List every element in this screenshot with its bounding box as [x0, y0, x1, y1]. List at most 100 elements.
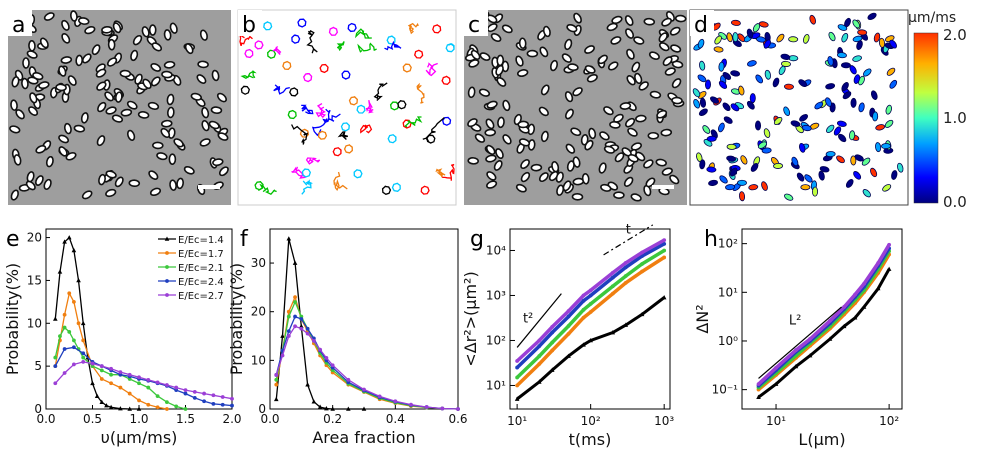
particle [485, 154, 497, 163]
particle [833, 126, 842, 136]
data-point [566, 309, 571, 313]
data-point [108, 404, 114, 410]
data-point [192, 389, 197, 394]
colorbar-tick: 1.0 [943, 109, 967, 127]
particle [726, 155, 737, 162]
data-point [72, 299, 76, 304]
series-line [515, 249, 666, 379]
data-point [853, 292, 857, 297]
particle [584, 65, 596, 74]
particle [870, 90, 878, 100]
particle [208, 120, 220, 130]
particle [780, 53, 791, 60]
particle [201, 120, 210, 132]
data-point [292, 260, 298, 265]
particle [748, 184, 759, 191]
particle [852, 35, 863, 43]
particle [598, 162, 607, 174]
particle [134, 73, 143, 85]
particle [486, 100, 498, 109]
data-point [99, 368, 104, 373]
data-point [550, 325, 555, 329]
data-point [81, 338, 86, 343]
particle [150, 76, 161, 87]
panel-label-h: h [704, 227, 718, 252]
particle [75, 54, 83, 67]
particle [788, 36, 799, 43]
particle [819, 166, 830, 173]
y-axis-label: ΔN² [693, 304, 712, 333]
particle [486, 171, 497, 181]
particle [149, 187, 162, 197]
slope-label: t² [523, 312, 533, 327]
series-line [54, 291, 168, 410]
particle [862, 68, 872, 77]
data-point [610, 284, 615, 289]
particle [709, 96, 720, 104]
trajectory [244, 48, 254, 59]
data-point [537, 362, 542, 366]
particle [853, 171, 862, 180]
trajectory [340, 122, 350, 132]
particle [730, 19, 741, 26]
particle [674, 14, 687, 23]
particle [845, 179, 854, 188]
data-point [174, 404, 179, 409]
particle [106, 57, 118, 67]
particle [526, 49, 539, 58]
data-point [662, 241, 667, 246]
x-tick-label: 0.0 [36, 412, 55, 426]
data-point [623, 322, 629, 327]
particle [84, 25, 96, 35]
data-point [610, 275, 615, 280]
trajectory [407, 22, 419, 35]
trajectory [337, 131, 348, 140]
particle [736, 179, 747, 186]
y-tick-label: 10 [27, 316, 42, 330]
trajectory [348, 96, 358, 106]
particle [722, 72, 732, 81]
particle [43, 12, 55, 21]
particle [791, 156, 799, 167]
data-point [662, 248, 667, 253]
y-tick-label: 10¹ [486, 378, 506, 392]
particle [850, 155, 857, 166]
trajectory [267, 49, 277, 59]
particle [114, 176, 124, 188]
particle [633, 36, 645, 45]
colorbar-tick: 2.0 [943, 26, 967, 44]
particle [147, 101, 160, 110]
data-point [211, 401, 216, 406]
slope-guide [603, 224, 654, 256]
particle [849, 65, 857, 75]
data-point [109, 366, 113, 371]
particle [825, 97, 832, 107]
chart-velocity-distribution: 0.0 0.5 1.0 1.5 2.0 0 5 10 15 20 υ(μm/ms) Probabili… [3, 228, 242, 447]
trajectory [402, 63, 412, 73]
panel-label-e: e [6, 227, 20, 252]
panel-label-c: c [468, 13, 480, 38]
trajectory [311, 118, 330, 137]
trajectory [297, 18, 307, 28]
data-point [53, 364, 58, 369]
data-point [109, 381, 113, 386]
data-point [165, 279, 169, 283]
particle [141, 26, 150, 38]
x-tick-label: 10³ [654, 414, 674, 428]
particle [515, 55, 524, 67]
trajectory [328, 26, 339, 36]
y-axis-label: <Δr²>(μm²) [461, 271, 480, 366]
particle [609, 121, 621, 129]
particle [63, 122, 72, 135]
particle [718, 122, 725, 133]
trajectory [441, 116, 452, 126]
y-tick-label: 0 [258, 402, 266, 416]
particle [216, 92, 227, 103]
particle [199, 29, 208, 41]
x-tick-label: 10¹ [507, 414, 527, 428]
x-axis-label: L(μm) [798, 430, 845, 449]
data-point [640, 269, 644, 274]
particle [638, 81, 649, 91]
particle [849, 130, 856, 141]
particle [67, 75, 77, 86]
